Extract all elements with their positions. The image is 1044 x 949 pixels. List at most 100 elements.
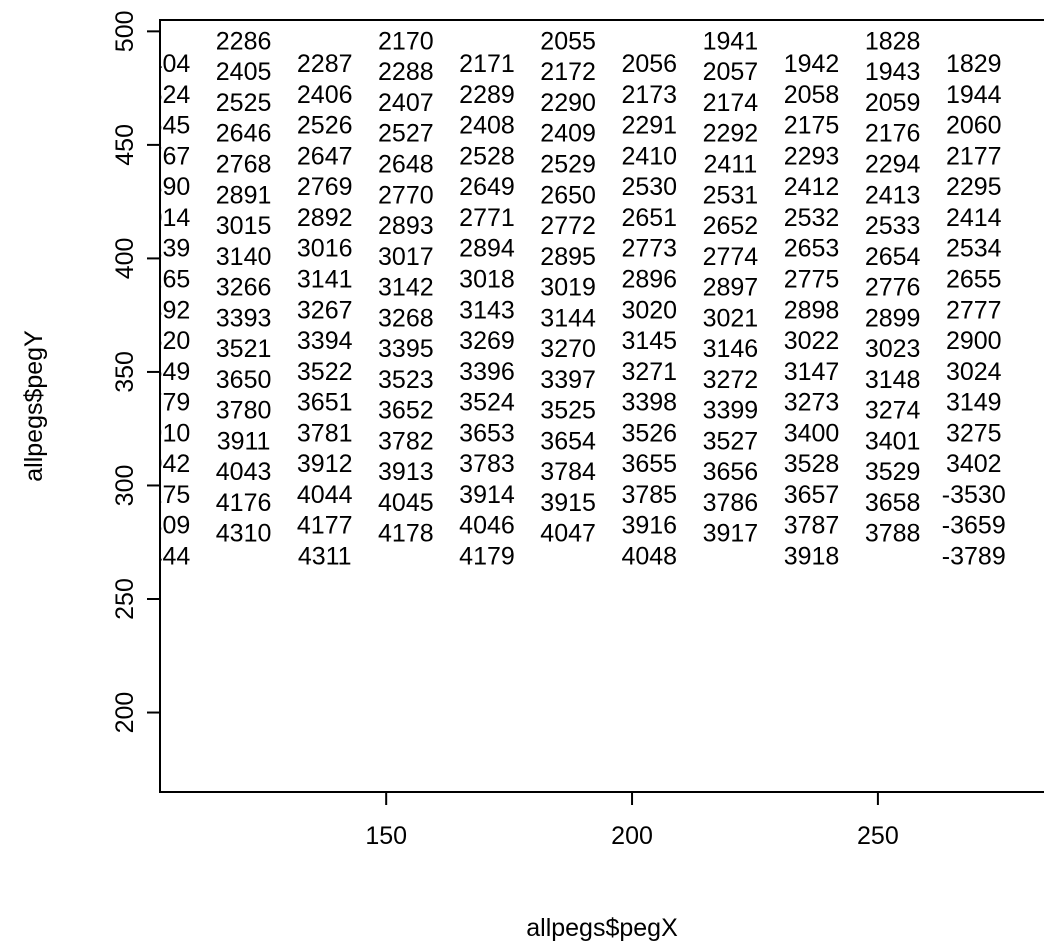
- point-label: 2288: [378, 58, 434, 86]
- point-label: 3015: [216, 212, 272, 240]
- point-label: 3145: [621, 327, 677, 355]
- point-label: 3018: [459, 266, 515, 294]
- point-label: 3911: [217, 427, 271, 455]
- point-label: 4177: [297, 512, 353, 540]
- point-label: 2770: [378, 181, 434, 209]
- point-label: 2055: [540, 27, 596, 55]
- point-label: 2771: [459, 204, 515, 232]
- point-label: 4046: [459, 512, 515, 540]
- point-label: 3269: [459, 327, 515, 355]
- point-label: 3788: [865, 520, 921, 548]
- point-label: 3144: [540, 304, 596, 332]
- point-label: 2173: [621, 81, 677, 109]
- point-label: 2411: [704, 151, 758, 179]
- point-label: 2412: [784, 173, 840, 201]
- point-label: 3267: [297, 296, 353, 324]
- x-tick-label: 150: [365, 822, 407, 850]
- point-label: 3143: [459, 296, 515, 324]
- point-label: 2531: [703, 181, 759, 209]
- point-label: 3785: [621, 481, 677, 509]
- point-label: 1829: [946, 50, 1002, 78]
- point-label: 2413: [865, 181, 921, 209]
- point-label: 3918: [784, 542, 840, 570]
- y-tick-label: 400: [111, 238, 139, 280]
- point-label: 2896: [621, 266, 677, 294]
- point-label: 3784: [540, 458, 596, 486]
- point-label: 3913: [378, 458, 434, 486]
- point-label: 2060: [946, 112, 1002, 140]
- point-label: 3527: [703, 427, 759, 455]
- point-label: 4047: [540, 520, 596, 548]
- x-axis-title: allpegs$pegX: [526, 914, 678, 942]
- point-label: 3023: [865, 335, 921, 363]
- point-label: 2170: [378, 27, 434, 55]
- point-label: 2898: [784, 296, 840, 324]
- point-label: 4311: [298, 542, 352, 570]
- point-label: 3654: [540, 427, 596, 455]
- point-label: 3146: [703, 335, 759, 363]
- point-label: 3651: [297, 389, 353, 417]
- point-label: 1943: [865, 58, 921, 86]
- point-label: 4178: [378, 520, 434, 548]
- point-label: 3142: [378, 274, 434, 302]
- point-label: 2171: [459, 50, 515, 78]
- point-label: 2059: [865, 89, 921, 117]
- y-tick-label: 250: [111, 578, 139, 620]
- point-label: 2526: [297, 112, 353, 140]
- point-label: 2655: [946, 266, 1002, 294]
- point-label: 2409: [540, 120, 596, 148]
- point-label: 2407: [378, 89, 434, 117]
- point-label: 2892: [297, 204, 353, 232]
- point-label: 2899: [865, 304, 921, 332]
- point-label: 3398: [621, 389, 677, 417]
- point-label: 1944: [946, 81, 1002, 109]
- point-label: 3141: [297, 266, 353, 294]
- point-label: 3401: [865, 427, 921, 455]
- point-label: 2533: [865, 212, 921, 240]
- point-label: 2529: [540, 151, 596, 179]
- plot-frame: [159, 19, 1044, 793]
- point-label: 3781: [297, 419, 353, 447]
- point-label: 2648: [378, 151, 434, 179]
- point-label: 2649: [459, 173, 515, 201]
- x-tick-label: 200: [611, 822, 653, 850]
- point-label: 2653: [784, 235, 840, 263]
- point-label: 2174: [703, 89, 759, 117]
- point-label: 3779: [135, 389, 191, 417]
- point-label: 2058: [784, 81, 840, 109]
- point-label: 2891: [216, 181, 272, 209]
- point-label: 3392: [135, 296, 191, 324]
- point-label: 2534: [946, 235, 1002, 263]
- point-label: 3402: [946, 450, 1002, 478]
- point-label: 2290: [540, 89, 596, 117]
- point-label: 3393: [216, 304, 272, 332]
- point-label: 3914: [459, 481, 515, 509]
- point-label: 2897: [703, 274, 759, 302]
- point-label: 3019: [540, 274, 596, 302]
- point-label: 4175: [135, 481, 191, 509]
- point-label: 3656: [703, 458, 759, 486]
- point-label: 2287: [297, 50, 353, 78]
- point-label: 3140: [216, 243, 272, 271]
- point-label: 2289: [459, 81, 515, 109]
- point-label: 3021: [703, 304, 759, 332]
- point-label: 2773: [621, 235, 677, 263]
- point-label: 3272: [703, 366, 759, 394]
- point-label: 3139: [135, 235, 191, 263]
- point-label: 3782: [378, 427, 434, 455]
- point-label: 3649: [135, 358, 191, 386]
- point-label: 3524: [459, 389, 515, 417]
- point-label: 3658: [865, 489, 921, 517]
- point-label: 3394: [297, 327, 353, 355]
- y-tick-label: 300: [111, 465, 139, 507]
- point-label: 3274: [865, 397, 921, 425]
- point-label: 3521: [216, 335, 272, 363]
- point-label: 3024: [946, 358, 1002, 386]
- point-label: 4043: [216, 458, 272, 486]
- point-label: 3915: [540, 489, 596, 517]
- point-label: 3273: [784, 389, 840, 417]
- point-label: 3652: [378, 397, 434, 425]
- point-label: 3147: [784, 358, 840, 386]
